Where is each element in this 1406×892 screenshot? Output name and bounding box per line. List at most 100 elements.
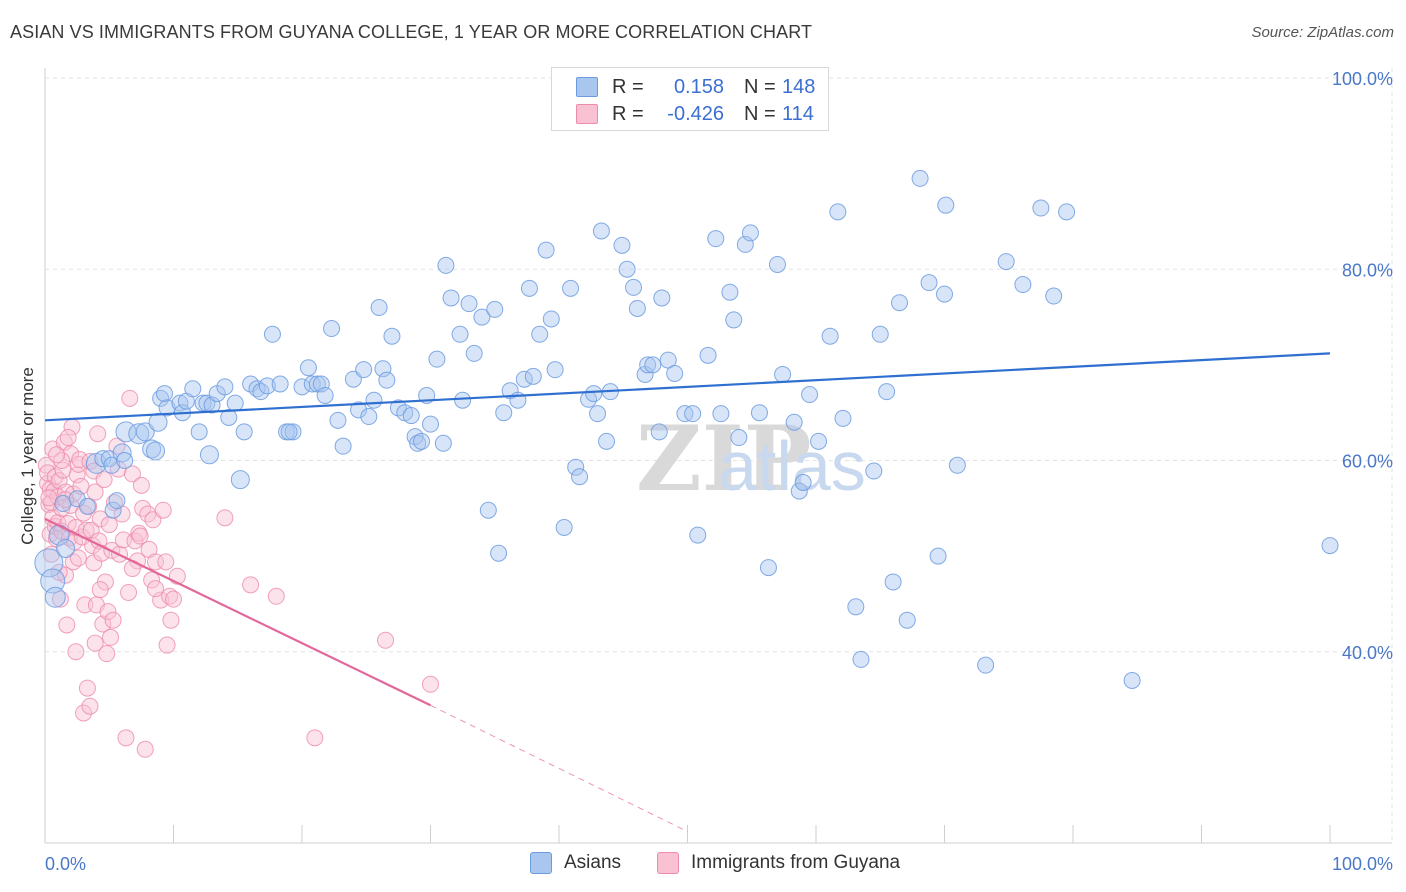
guyana-point [242,576,260,594]
asian-point [768,255,786,273]
guyana-point [69,549,87,567]
x-tick-label-min: 0.0% [45,854,86,874]
asian-point [741,224,759,242]
guyana-point [40,489,58,507]
asian-point [146,441,166,461]
guyana-point [121,389,139,407]
guyana-point [104,611,122,629]
asian-trend-line [44,352,1331,422]
y-tick-label: 80.0% [1342,260,1393,280]
guyana-point [100,516,118,534]
asian-point [871,325,889,343]
asian-point [977,656,995,674]
asian-point [699,346,717,364]
asian-point [365,391,383,409]
guyana-point [108,437,126,455]
asian-point [929,547,947,565]
guyana-point [165,590,182,608]
guyana-point [71,451,89,469]
asian-point [323,320,341,338]
asian-point [44,586,66,608]
guyana-trend-line [44,517,431,707]
legend-n-label: N = [744,75,776,98]
series-swatch-guyana [657,852,680,874]
asian-point [644,356,662,374]
guyana-point [86,483,104,501]
asian-point [847,598,865,616]
asian-point [684,405,702,423]
guyana-point [67,643,85,661]
asian-points [34,169,1339,689]
asian-point [473,308,491,326]
asian-point [878,383,896,401]
x-tick-label-max: 100.0% [1332,854,1393,874]
asian-point [103,456,121,474]
asian-point [628,299,646,317]
guyana-point [89,425,107,443]
asian-point [128,423,150,445]
asian-point [589,405,607,423]
asian-point [936,285,953,303]
guyana-point [157,553,175,571]
asian-point [220,408,238,426]
correlation-legend: R = 0.158 N = 148 R = -0.426 N = 114 [551,67,829,131]
guyana-point [48,446,66,464]
asian-point [774,365,792,383]
asian-point [794,473,812,491]
y-tick-label: 60.0% [1342,452,1393,472]
asian-point [299,359,317,377]
series-swatch-asians [530,852,552,874]
asian-point [810,432,828,450]
asian-point [442,289,460,307]
guyana-point [59,429,77,447]
asian-point [1014,276,1032,294]
guyana-point [94,615,112,633]
asian-point [374,360,392,378]
guyana-point [132,476,150,494]
asian-point [284,423,302,441]
guyana-points [37,389,439,758]
trend-lines [44,352,1331,832]
guyana-point [306,729,324,747]
asian-point [639,356,657,374]
asian-point [721,283,739,301]
asian-point [546,361,564,379]
asian-point [531,325,549,343]
asian-point [653,289,671,307]
asian-point [199,445,219,465]
series-label-asians: Asians [564,852,622,873]
asian-point [495,404,513,422]
asian-point [252,383,270,401]
series-label-guyana: Immigrants from Guyana [691,852,901,873]
asian-point [171,394,189,412]
asian-point [618,260,636,278]
series-legend-guyana[interactable]: Immigrants from Guyana [657,852,900,874]
asian-point [625,278,643,296]
guyana-point [143,571,161,589]
asian-point [226,394,244,412]
guyana-point [95,471,113,489]
asian-point [303,375,321,393]
legend-row-guyana: R = -0.426 N = 114 [576,101,822,127]
asian-point [413,432,431,450]
watermark-atlas: atlas [718,427,866,505]
guyana-point [86,634,104,652]
series-legend-asians[interactable]: Asians [530,852,621,874]
asian-point [948,456,966,474]
legend-n-label: N = [744,102,776,125]
asian-point [562,279,580,297]
asian-point [479,501,497,519]
asian-point [104,501,122,519]
legend-n-value: 114 [782,102,814,125]
asian-point [1058,203,1076,221]
asian-point [454,391,472,409]
y-tick-label: 100.0% [1332,69,1393,89]
asian-point [1045,287,1063,305]
asian-point [316,386,334,404]
guyana-point [98,645,116,663]
guyana-point [377,631,395,649]
asian-point [422,415,439,433]
asian-point [555,518,573,536]
asian-point [355,361,373,379]
